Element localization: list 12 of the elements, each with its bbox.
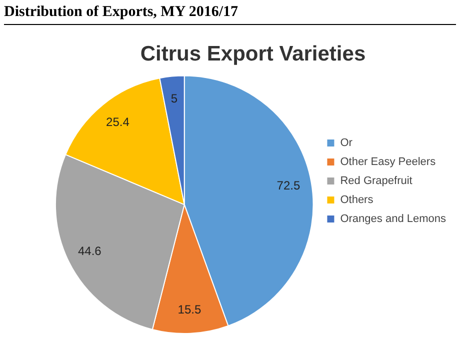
text: Distribution of Exports, MY 2016/17 — [4, 4, 456, 25]
chart-title: Citrus Export Varieties — [140, 42, 366, 66]
data-label: 5 — [170, 92, 178, 106]
legend-label: Other Easy Peelers — [340, 156, 436, 168]
data-label: 25.4 — [106, 114, 130, 129]
legend-label: Others — [340, 194, 374, 206]
data-label: 44.6 — [78, 244, 102, 258]
legend-label: Oranges and Lemons — [340, 213, 446, 226]
data-label: 72.5 — [276, 178, 300, 193]
legend-label: Or — [340, 137, 353, 150]
legend-label: Red Grapefruit — [340, 175, 412, 188]
data-label: 15.5 — [178, 302, 202, 316]
